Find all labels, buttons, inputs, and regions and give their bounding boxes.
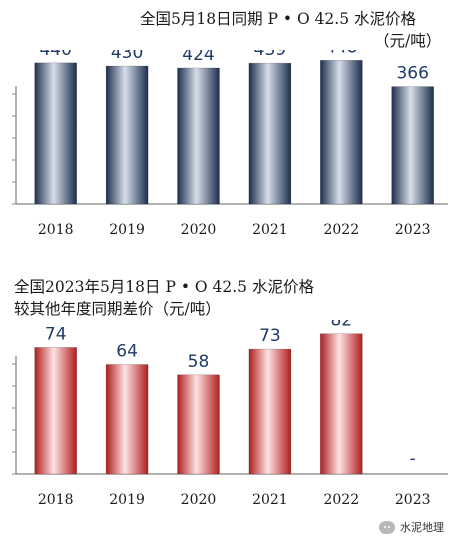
bar-2019	[105, 65, 149, 205]
wechat-icon	[379, 520, 395, 534]
category-label-2020: 2020	[181, 492, 217, 508]
value-label-2022: 448	[325, 50, 357, 57]
bar-2018	[34, 347, 78, 475]
chart2-title: 全国2023年5月18日 P • O 42.5 水泥价格	[14, 278, 314, 296]
value-label-2018: 440	[39, 50, 71, 60]
bar-2022	[319, 333, 363, 475]
value-label-2023: -	[410, 449, 416, 469]
category-label-2021: 2021	[252, 222, 288, 238]
category-label-2022: 2022	[323, 492, 359, 508]
category-label-2023: 2023	[395, 492, 431, 508]
chart1-bars	[34, 59, 435, 205]
category-label-2019: 2019	[109, 492, 145, 508]
chart2-bars	[34, 333, 363, 475]
bar-2022	[319, 59, 363, 205]
value-label-2021: 439	[254, 50, 286, 60]
watermark-text: 水泥地理	[400, 521, 444, 534]
watermark: 水泥地理	[379, 519, 444, 535]
value-label-2021: 73	[259, 326, 281, 346]
chart2-axes	[12, 356, 448, 475]
chart2-subtitle: 较其他年度同期差价（元/吨）	[14, 300, 221, 318]
value-label-2020: 58	[188, 352, 210, 372]
bar-2020	[177, 67, 220, 205]
bar-2021	[248, 348, 292, 475]
chart2-value-labels: 74 64 58 73 82 -	[45, 320, 416, 469]
category-label-2023: 2023	[395, 222, 431, 238]
bar-2020	[177, 374, 220, 475]
chart1-category-labels: 2018 2019 2020 2021 2022 2023	[38, 222, 431, 238]
chart1-title: 全国5月18日同期 P • O 42.5 水泥价格	[140, 10, 417, 28]
chart2-plot: 74 64 58 73 82 - 2018 2019 2020 2021 2022 2023	[12, 320, 448, 508]
category-label-2020: 2020	[181, 222, 217, 238]
category-label-2022: 2022	[323, 222, 359, 238]
bar-2018	[34, 62, 78, 205]
value-label-2018: 74	[45, 324, 67, 344]
chart1-axes	[12, 86, 448, 205]
value-label-2019: 64	[116, 341, 138, 361]
category-label-2018: 2018	[38, 222, 74, 238]
value-label-2020: 424	[182, 50, 214, 65]
value-label-2022: 82	[330, 320, 352, 331]
category-label-2021: 2021	[252, 492, 288, 508]
chart2-category-labels: 2018 2019 2020 2021 2022 2023	[38, 492, 431, 508]
chart1-value-labels: 440 430 424 439 448 366	[39, 50, 428, 84]
category-label-2019: 2019	[109, 222, 145, 238]
value-label-2019: 430	[111, 50, 143, 63]
bar-2023	[391, 86, 435, 205]
chart1-subtitle: （元/吨）	[374, 32, 442, 50]
category-label-2018: 2018	[38, 492, 74, 508]
value-label-2023: 366	[396, 64, 428, 84]
chart1-plot: 440430424439448366 201820192020202120222…	[12, 50, 448, 238]
bar-2021	[248, 62, 292, 205]
bar-2019	[105, 364, 149, 475]
